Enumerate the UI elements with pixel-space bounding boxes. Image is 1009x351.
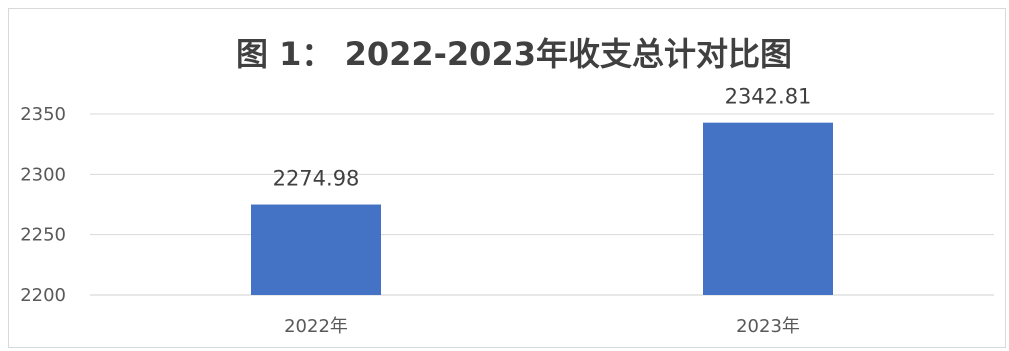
bar-2 bbox=[703, 122, 833, 295]
y-tick-label: 2350 bbox=[20, 104, 66, 125]
y-tick-label: 2300 bbox=[20, 164, 66, 185]
x-tick-label-1: 2022年 bbox=[284, 316, 348, 337]
y-axis-ticks: 2200 2250 2300 2350 bbox=[20, 104, 66, 306]
gridlines bbox=[90, 113, 994, 296]
chart-frame bbox=[8, 8, 1006, 348]
y-tick-label: 2200 bbox=[20, 285, 66, 306]
x-tick-label-2: 2023年 bbox=[736, 316, 800, 337]
y-tick-label: 2250 bbox=[20, 225, 66, 246]
data-label-2: 2342.81 bbox=[725, 85, 812, 109]
data-labels: 2274.98 2342.81 bbox=[273, 85, 812, 191]
bar-1 bbox=[251, 204, 381, 295]
chart-title: 图 1： 2022-2023年收支总计对比图 bbox=[236, 35, 792, 73]
bars bbox=[251, 122, 833, 295]
x-axis-ticks: 2022年 2023年 bbox=[284, 316, 800, 337]
data-label-1: 2274.98 bbox=[273, 167, 360, 191]
